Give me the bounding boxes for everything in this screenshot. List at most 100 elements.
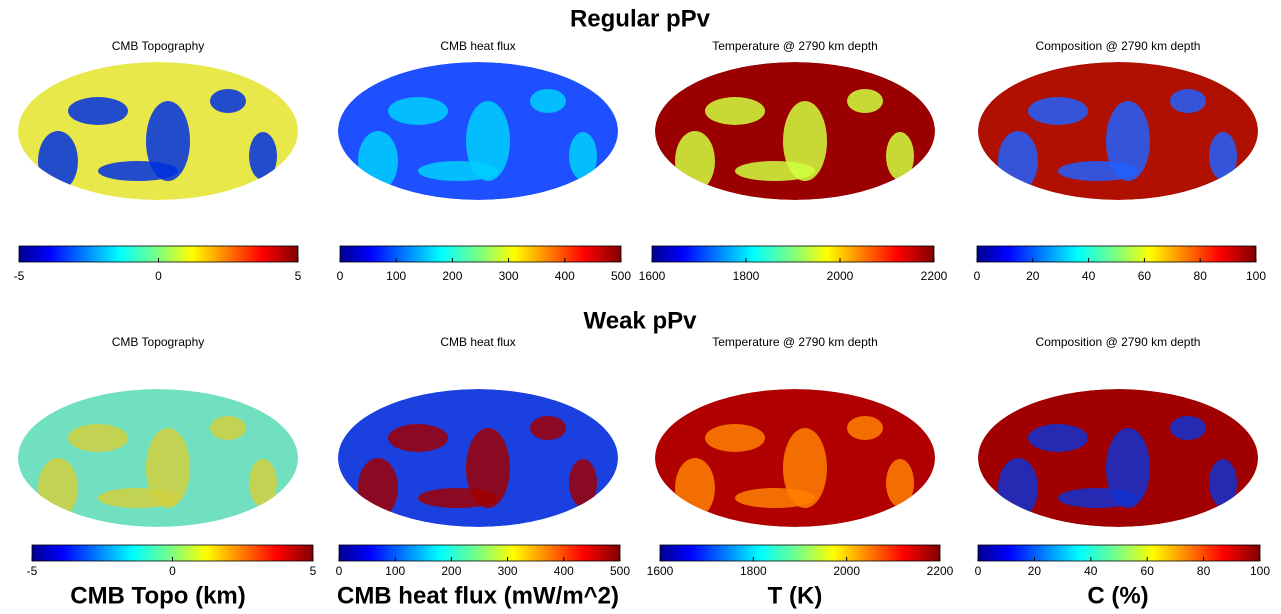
colorbar-tick-label: 0 — [169, 564, 176, 578]
colorbar-tick-label: 100 — [385, 564, 405, 578]
map-feature — [569, 459, 597, 507]
colorbar-tick-label: 40 — [1084, 564, 1098, 578]
colorbar-label: CMB heat flux (mW/m^2) — [337, 582, 619, 609]
map-field — [978, 62, 1258, 200]
colorbar-tick-label: 200 — [441, 564, 461, 578]
map-feature — [146, 101, 190, 181]
colorbar-tick-label: 0 — [974, 269, 981, 283]
colorbar-tick-label: 400 — [554, 564, 574, 578]
map-feature — [705, 97, 765, 125]
colorbar-tick-label: 1800 — [733, 269, 760, 283]
map-feature — [847, 89, 883, 113]
map-feature — [886, 459, 914, 507]
map — [338, 389, 618, 527]
map-feature — [358, 458, 398, 518]
map-feature — [388, 424, 448, 452]
colorbar-label: C (%) — [1087, 582, 1148, 609]
map — [338, 62, 618, 200]
map-feature — [705, 424, 765, 452]
colorbar — [977, 544, 1261, 562]
map-feature — [998, 458, 1038, 518]
map-field — [18, 389, 298, 527]
map-feature — [1170, 416, 1206, 440]
panel-title: Composition @ 2790 km depth — [1036, 335, 1201, 349]
colorbar-tick-label: 80 — [1194, 269, 1208, 283]
colorbar-tick-label: 5 — [310, 564, 317, 578]
map-feature — [1106, 101, 1150, 181]
colorbar-tick-label: 0 — [336, 564, 343, 578]
map-feature — [783, 101, 827, 181]
colorbar-tick-label: 400 — [555, 269, 575, 283]
map-feature — [38, 131, 78, 191]
map-feature — [466, 101, 510, 181]
map-feature — [530, 89, 566, 113]
colorbar-tick-label: 500 — [610, 564, 630, 578]
map-feature — [1058, 161, 1138, 181]
colorbar-tick-label: 500 — [611, 269, 631, 283]
panel-title: CMB Topography — [112, 39, 205, 53]
colorbar-tick-label: 2000 — [833, 564, 860, 578]
colorbar-tick-label: 2000 — [827, 269, 854, 283]
map-feature — [98, 488, 178, 508]
map-feature — [38, 458, 78, 518]
map-feature — [1106, 428, 1150, 508]
map-field — [655, 62, 935, 200]
map-feature — [1170, 89, 1206, 113]
map-feature — [998, 131, 1038, 191]
map-feature — [1209, 132, 1237, 180]
map-field — [338, 389, 618, 527]
map-feature — [68, 424, 128, 452]
colorbar-tick-label: -5 — [27, 564, 38, 578]
map-feature — [530, 416, 566, 440]
colorbar-tick-label: 100 — [1246, 269, 1266, 283]
map-feature — [466, 428, 510, 508]
colorbar-tick-label: 1600 — [639, 269, 666, 283]
colorbar-tick-label: 60 — [1138, 269, 1152, 283]
panel-title: Temperature @ 2790 km depth — [712, 39, 878, 53]
colorbar-tick-label: 0 — [975, 564, 982, 578]
panel-title: CMB heat flux — [440, 335, 515, 349]
colorbar-tick-label: 20 — [1028, 564, 1042, 578]
map-feature — [1028, 424, 1088, 452]
colorbar-tick-label: 2200 — [927, 564, 954, 578]
colorbar — [976, 245, 1257, 263]
colorbar-tick-label: 20 — [1026, 269, 1040, 283]
map-feature — [249, 459, 277, 507]
map — [978, 62, 1258, 200]
map-feature — [358, 131, 398, 191]
map-feature — [569, 132, 597, 180]
map-feature — [418, 161, 498, 181]
map — [18, 62, 298, 200]
panel-title: Composition @ 2790 km depth — [1036, 39, 1201, 53]
colorbar-tick-label: 1800 — [740, 564, 767, 578]
map — [978, 389, 1258, 527]
map-feature — [210, 89, 246, 113]
row-title: Regular pPv — [570, 5, 711, 32]
map-feature — [1028, 97, 1088, 125]
map-field — [18, 62, 298, 200]
panel-title: Temperature @ 2790 km depth — [712, 335, 878, 349]
colorbar — [659, 544, 941, 562]
map-feature — [675, 458, 715, 518]
map-field — [978, 389, 1258, 527]
colorbar-tick-label: -5 — [14, 269, 25, 283]
colorbar-tick-label: 80 — [1197, 564, 1211, 578]
colorbar-tick-label: 0 — [155, 269, 162, 283]
panel-title: CMB heat flux — [440, 39, 515, 53]
map-feature — [735, 161, 815, 181]
map-feature — [847, 416, 883, 440]
colorbar-tick-label: 100 — [386, 269, 406, 283]
map-field — [655, 389, 935, 527]
row-title: Weak pPv — [584, 307, 698, 334]
colorbar — [339, 245, 622, 263]
map-feature — [418, 488, 498, 508]
map-feature — [249, 132, 277, 180]
map-feature — [783, 428, 827, 508]
colorbar-label: CMB Topo (km) — [70, 582, 246, 609]
map-feature — [388, 97, 448, 125]
colorbar-tick-label: 300 — [499, 269, 519, 283]
map-feature — [886, 132, 914, 180]
colorbar-tick-label: 200 — [442, 269, 462, 283]
colorbar-tick-label: 300 — [498, 564, 518, 578]
map-feature — [98, 161, 178, 181]
